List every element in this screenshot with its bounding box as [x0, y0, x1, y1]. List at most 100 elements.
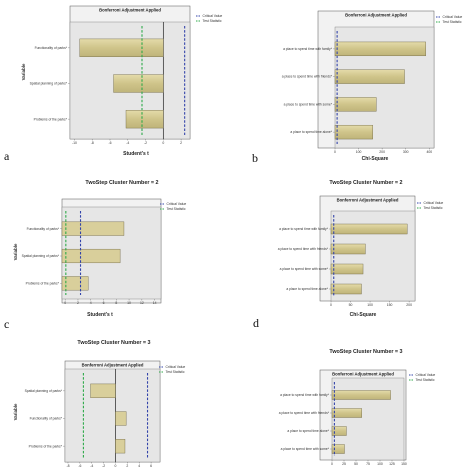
x-tick-label: 0	[334, 150, 336, 154]
x-tick-label: -4	[126, 141, 129, 145]
legend-critical-label: Critical Value	[167, 202, 187, 206]
legend-critical-label: Critical Value	[416, 373, 436, 377]
x-tick-label: 150	[401, 462, 407, 466]
bar	[331, 390, 391, 400]
x-tick-label: -2	[144, 141, 147, 145]
x-tick-label: 6	[103, 301, 105, 305]
x-tick-label: 50	[349, 303, 353, 307]
bar	[334, 97, 377, 112]
category-label: Functionality of parks*	[35, 46, 68, 50]
x-tick-label: 0	[162, 141, 164, 145]
category-label: a place to spend time with some*	[280, 267, 329, 271]
x-tick-label: 0	[330, 303, 332, 307]
chart-title: Bonferroni Adjustment Applied	[99, 8, 161, 13]
cluster-title: TwoStep Cluster Number = 3	[77, 340, 150, 346]
x-axis-title: Student's t	[123, 151, 149, 157]
x-tick-label: 400	[426, 150, 432, 154]
x-tick-label: -6	[108, 141, 111, 145]
category-label: a place to spend time with family*	[280, 393, 330, 397]
x-tick-label: -2	[102, 464, 105, 468]
legend-test-label: Test Statistic	[443, 20, 462, 24]
x-tick-label: 0	[331, 462, 333, 466]
panel-letter: a	[4, 149, 10, 163]
bar	[334, 41, 426, 57]
panel-letter: d	[253, 316, 259, 330]
bar	[331, 408, 362, 418]
bar	[330, 223, 408, 235]
x-tick-label: 100	[367, 303, 373, 307]
category-label: a place to spend time with some*	[284, 102, 333, 106]
x-tick-label: 14	[153, 301, 157, 305]
x-tick-label: 4	[138, 464, 140, 468]
y-axis-title: Variable	[13, 243, 18, 260]
bar	[61, 248, 121, 264]
x-tick-label: 6	[150, 464, 152, 468]
x-tick-label: 2	[180, 141, 182, 145]
x-tick-label: 0	[115, 464, 117, 468]
legend-critical-label: Critical Value	[203, 14, 223, 18]
category-label: Problems of the parks*	[26, 281, 60, 285]
bar	[334, 124, 373, 140]
y-axis-title: Variable	[13, 403, 18, 420]
category-label: a place to spend time with family*	[283, 47, 333, 51]
bar	[331, 426, 347, 436]
category-label: Spatial planning of parks*	[25, 389, 63, 393]
bar	[330, 283, 362, 295]
legend-critical-label: Critical Value	[166, 365, 186, 369]
category-label: a place to spend time with family*	[279, 227, 329, 231]
x-axis-title: Chi-Square	[362, 156, 389, 162]
bar	[334, 69, 405, 84]
category-label: a place to spend time with friends*	[282, 75, 333, 79]
chart-title: Bonferroni Adjustment Applied	[345, 13, 407, 18]
x-tick-label: 4	[90, 301, 92, 305]
chart-title: Bonferroni Adjustment Applied	[82, 363, 144, 368]
cluster-title: TwoStep Cluster Number = 2	[85, 180, 158, 186]
x-tick-label: 200	[379, 150, 385, 154]
bar	[330, 263, 364, 275]
bar	[79, 38, 164, 57]
x-tick-label: 75	[366, 462, 370, 466]
legend-test-label: Test Statistic	[203, 19, 222, 23]
bar	[115, 411, 127, 426]
x-tick-label: 0	[64, 301, 66, 305]
legend-critical-label: Critical Value	[424, 201, 444, 205]
category-label: a place to spend time with some*	[281, 447, 330, 451]
category-label: a place to spend time with friends*	[278, 247, 329, 251]
bar	[90, 383, 116, 398]
category-label: Problems of the parks*	[34, 117, 68, 121]
x-axis-title: Chi-Square	[350, 312, 377, 318]
cluster-title: TwoStep Cluster Number = 3	[329, 349, 402, 355]
category-label: Problems of the parks*	[29, 444, 63, 448]
panel-letter: b	[252, 151, 258, 165]
y-axis-title: Variable	[21, 63, 26, 80]
bar	[115, 439, 126, 454]
x-tick-label: 50	[354, 462, 358, 466]
x-tick-label: -10	[72, 141, 77, 145]
legend-critical-label: Critical Value	[443, 15, 463, 19]
x-tick-label: 12	[140, 301, 144, 305]
panel-2: Bonferroni Adjustment Applied 0 100 200 300 4…	[252, 10, 463, 165]
panel-3: TwoStep Cluster Number = 2 0 2 4 6 8 10 12 14 Fun…	[4, 180, 186, 331]
x-tick-label: 10	[127, 301, 131, 305]
x-tick-label: 100	[356, 150, 362, 154]
category-label: a place to spend time alone*	[287, 429, 329, 433]
category-label: a place to spend time with friends*	[279, 411, 330, 415]
x-tick-label: -8	[66, 464, 69, 468]
bar	[331, 444, 345, 454]
legend-test-label: Test Statistic	[424, 206, 443, 210]
x-tick-label: -8	[91, 141, 94, 145]
panel-1: Bonferroni Adjustment Applied -10 -8 -6 -4 -2…	[4, 5, 223, 163]
x-tick-label: 150	[387, 303, 393, 307]
bar	[61, 221, 125, 236]
x-tick-label: 8	[115, 301, 117, 305]
x-tick-label: 2	[126, 464, 128, 468]
panel-letter: c	[4, 317, 9, 331]
x-tick-label: -6	[78, 464, 81, 468]
category-label: Functionality of parks*	[30, 417, 63, 421]
x-axis-title: Student's t	[87, 312, 113, 318]
cluster-title: TwoStep Cluster Number = 2	[329, 180, 402, 186]
legend-test-label: Test Statistic	[167, 207, 186, 211]
bar	[113, 74, 164, 93]
panel-6: Bonferroni Adjustment Applied TwoStep Clu…	[279, 349, 436, 466]
